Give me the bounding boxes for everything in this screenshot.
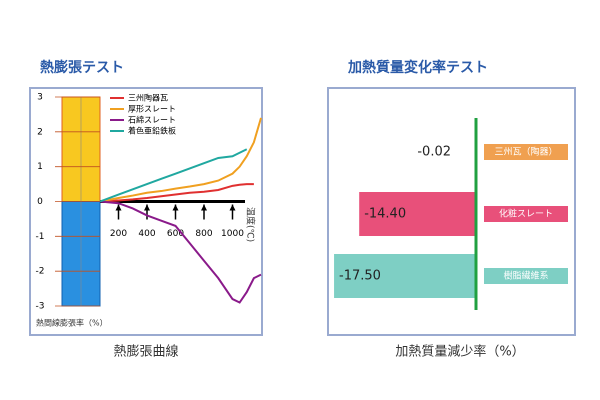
value-label: -0.02 [417,145,451,160]
x-tick-arrow [144,204,150,211]
category-box [484,206,568,222]
x-tick-arrow [201,204,207,211]
x-tick-label: 400 [138,229,155,239]
y-tick-label: 2 [37,127,43,137]
series-line [99,117,262,203]
category-label: 化粧スレート [499,208,553,220]
y-axis-label: 熱間線膨張率（%） [36,318,108,328]
left-frame [29,87,263,336]
x-tick-label: 600 [167,229,184,239]
y-tick-label: -2 [36,267,45,277]
legend-label: 三州陶器瓦 [128,93,168,103]
x-tick-arrow [115,204,122,211]
category-label: 三州瓦（陶器） [494,146,557,158]
right-frame [327,87,576,336]
y-tick-label: 1 [37,162,43,172]
legend-label: 着色亜鉛鉄板 [128,126,176,136]
y-tick-label: 3 [37,93,43,103]
x-tick-label: 800 [195,229,212,239]
value-label: -14.40 [364,207,406,222]
x-tick-label: 200 [110,229,127,239]
x-axis-label: 温度(℃) [245,207,257,242]
x-tick-arrow [229,204,236,211]
y-tick-label: -1 [36,232,45,242]
right-title: 加熱質量変化率テスト [347,59,488,76]
y-tick-label: -3 [36,302,45,312]
x-tick-label: 1000 [221,229,244,239]
category-label: 樹脂繊維系 [503,270,548,282]
left-title: 熱膨張テスト [40,59,124,76]
legend-label: 石綿スレート [128,115,176,125]
legend-label: 厚形スレート [128,105,176,114]
value-label: -17.50 [339,269,381,284]
left-caption: 熱膨張曲線 [113,344,178,360]
category-box [484,144,568,160]
y-tick-label: 0 [37,197,43,207]
bar [334,254,476,298]
series-line [99,183,254,203]
series-line [99,148,248,203]
x-tick-arrow [172,204,179,211]
bar [359,192,476,236]
series-line [99,200,262,304]
category-box [484,268,568,284]
right-caption: 加熱質量減少率（%） [395,344,524,360]
